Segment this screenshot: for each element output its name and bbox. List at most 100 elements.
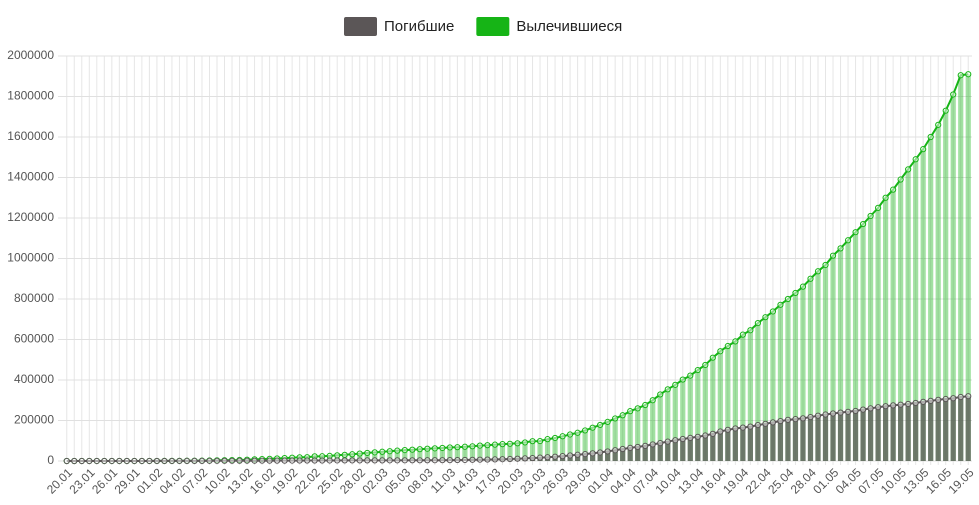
point	[275, 458, 280, 463]
point	[770, 309, 775, 314]
bar	[823, 415, 828, 461]
point	[928, 134, 933, 139]
point	[320, 458, 325, 463]
point	[808, 414, 813, 419]
bar	[891, 405, 896, 461]
point	[117, 458, 122, 463]
bar	[830, 413, 835, 461]
point	[380, 449, 385, 454]
point	[823, 412, 828, 417]
point	[718, 349, 723, 354]
bar	[921, 402, 926, 461]
point	[440, 445, 445, 450]
point	[72, 458, 77, 463]
point	[658, 441, 663, 446]
point	[830, 411, 835, 416]
point	[958, 394, 963, 399]
point	[372, 450, 377, 455]
point	[650, 442, 655, 447]
point	[913, 157, 918, 162]
point	[395, 458, 400, 463]
point	[966, 72, 971, 77]
point	[432, 458, 437, 463]
y-tick-label: 1600000	[7, 129, 54, 143]
bar	[913, 403, 918, 461]
point	[342, 458, 347, 463]
point	[485, 457, 490, 462]
point	[860, 407, 865, 412]
point	[267, 458, 272, 463]
point	[748, 424, 753, 429]
point	[109, 458, 114, 463]
point	[928, 398, 933, 403]
point	[598, 450, 603, 455]
point	[838, 410, 843, 415]
bar	[748, 427, 753, 461]
bar	[673, 440, 678, 461]
point	[951, 92, 956, 97]
point	[635, 406, 640, 411]
point	[958, 73, 963, 78]
point	[785, 417, 790, 422]
point	[793, 417, 798, 422]
point	[583, 428, 588, 433]
point	[192, 458, 197, 463]
point	[342, 452, 347, 457]
point	[365, 458, 370, 463]
point	[335, 458, 340, 463]
point	[778, 302, 783, 307]
point	[966, 394, 971, 399]
legend-label: Погибшие	[384, 18, 454, 35]
point	[169, 458, 174, 463]
point	[650, 398, 655, 403]
point	[530, 439, 535, 444]
point	[725, 427, 730, 432]
bar	[695, 437, 700, 461]
y-tick-label: 800000	[14, 291, 54, 305]
bar	[800, 418, 805, 461]
point	[695, 367, 700, 372]
point	[628, 445, 633, 450]
bar	[688, 438, 693, 461]
point	[755, 422, 760, 427]
point	[898, 177, 903, 182]
point	[598, 422, 603, 427]
point	[139, 458, 144, 463]
bar	[793, 419, 798, 461]
bar	[680, 439, 685, 461]
point	[477, 443, 482, 448]
point	[560, 454, 565, 459]
y-tick-label: 1200000	[7, 210, 54, 224]
point	[500, 442, 505, 447]
point	[635, 444, 640, 449]
y-tick-label: 1800000	[7, 89, 54, 103]
point	[470, 457, 475, 462]
point	[244, 458, 249, 463]
point	[507, 456, 512, 461]
point	[237, 458, 242, 463]
point	[207, 458, 212, 463]
point	[365, 450, 370, 455]
point	[395, 448, 400, 453]
point	[522, 456, 527, 461]
point	[402, 448, 407, 453]
point	[425, 458, 430, 463]
bar	[838, 413, 843, 461]
point	[327, 458, 332, 463]
point	[800, 284, 805, 289]
point	[102, 458, 107, 463]
point	[462, 457, 467, 462]
point	[425, 446, 430, 451]
point	[350, 458, 355, 463]
point	[492, 457, 497, 462]
point	[552, 454, 557, 459]
y-tick-label: 600000	[14, 332, 54, 346]
point	[688, 373, 693, 378]
point	[590, 451, 595, 456]
point	[643, 443, 648, 448]
point	[673, 382, 678, 387]
bar	[898, 405, 903, 461]
bar	[845, 412, 850, 461]
x-tick-label: 19.05	[945, 465, 976, 496]
